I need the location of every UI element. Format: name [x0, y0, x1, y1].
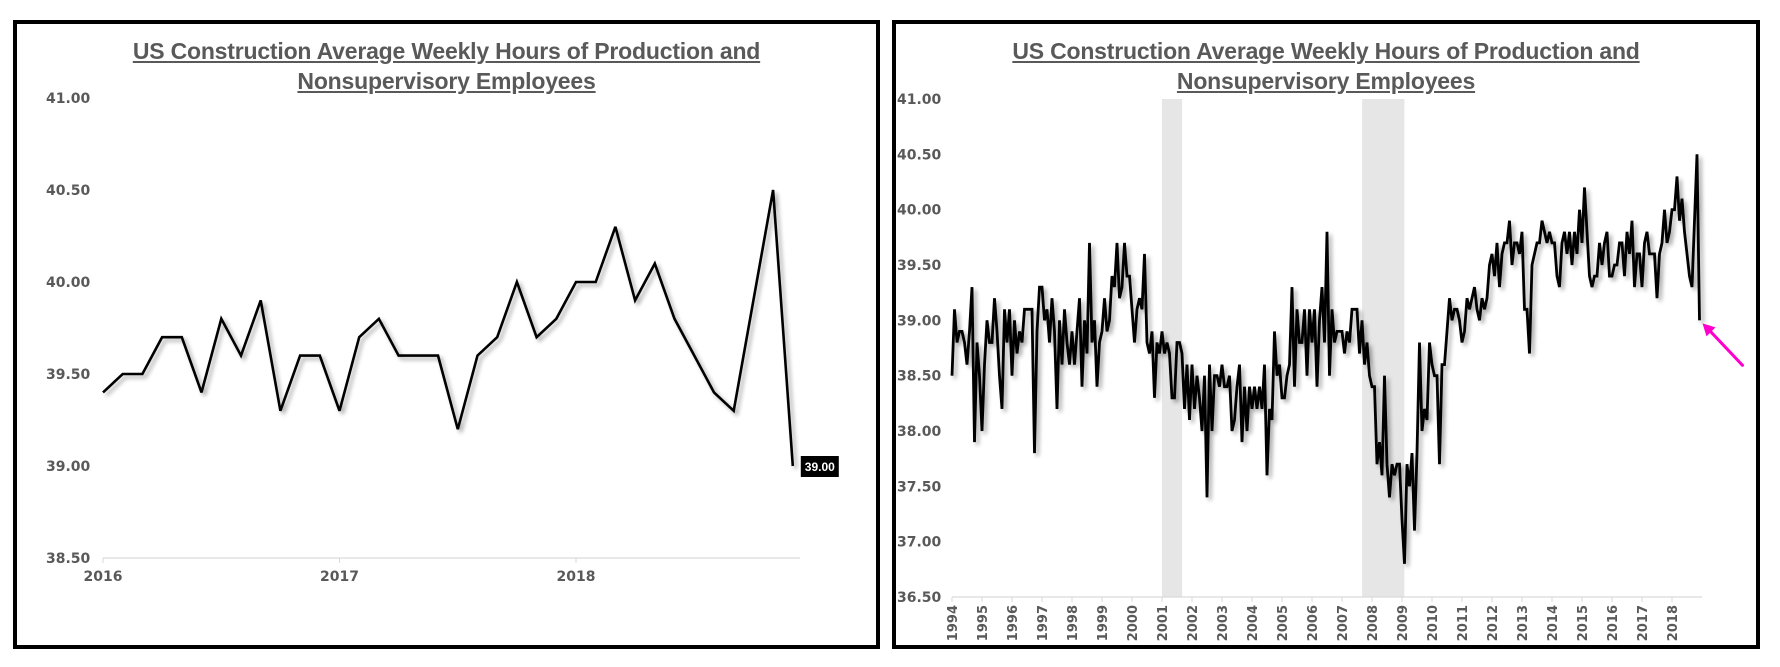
x-tick-label: 2006 [1306, 605, 1321, 641]
x-tick-label: 1997 [1036, 605, 1051, 641]
x-tick-label: 2005 [1276, 605, 1291, 641]
x-tick-label: 2010 [1426, 605, 1441, 641]
y-tick-label: 39.00 [897, 313, 942, 329]
x-tick-label: 2018 [1666, 605, 1681, 641]
x-tick-label: 2008 [1366, 605, 1381, 641]
x-tick-label: 2016 [84, 569, 123, 585]
right-chart-plot: 41.00 40.50 40.00 39.50 39.00 38.50 38.00 37.50… [897, 92, 1744, 641]
chart-title-line-1: US Construction Average Weekly Hours of … [132, 38, 761, 64]
x-tick-label: 2015 [1576, 605, 1591, 641]
x-tick-label: 2017 [320, 569, 359, 585]
x-tick-label: 2009 [1396, 605, 1411, 641]
y-tick-label: 40.00 [46, 275, 91, 291]
chart-title-line-2: Nonsupervisory Employees [297, 68, 596, 94]
x-tick-label: 2002 [1186, 605, 1201, 641]
y-tick-label: 38.50 [46, 551, 91, 567]
y-tick-label: 41.00 [897, 92, 942, 108]
x-tick-label: 2000 [1126, 605, 1141, 641]
x-tick-label: 1995 [976, 605, 991, 641]
x-tick-label: 2013 [1516, 605, 1531, 641]
x-tick-label: 2017 [1636, 605, 1651, 641]
left-chart-plot: 41.00 40.50 40.00 39.50 39.00 38.50 2016 2017 20… [46, 91, 839, 585]
y-tick-label: 40.50 [46, 183, 91, 199]
chart-title-line-2: Nonsupervisory Employees [1176, 68, 1476, 94]
y-tick-label: 39.00 [46, 459, 91, 475]
y-tick-label: 37.50 [897, 479, 942, 495]
x-tick-label: 2001 [1156, 605, 1171, 641]
y-tick-label: 36.50 [897, 590, 942, 606]
x-tick-label: 2018 [557, 569, 596, 585]
y-tick-label: 40.50 [897, 147, 942, 163]
x-tick-label: 2011 [1456, 605, 1471, 641]
series-line [950, 154, 1701, 564]
x-tick-label: 2003 [1216, 605, 1231, 641]
x-tick-label: 2004 [1246, 605, 1261, 641]
x-tick-label: 2014 [1546, 605, 1561, 641]
x-tick-label: 1996 [1006, 605, 1021, 641]
y-tick-label: 37.00 [897, 535, 942, 551]
chart-title-line-1: US Construction Average Weekly Hours of … [1012, 38, 1640, 64]
annotation-arrow-head [1702, 323, 1716, 337]
x-tick-label: 2012 [1486, 605, 1501, 641]
x-tick-label: 1994 [946, 605, 961, 641]
chart-title: US Construction Average Weekly Hours of … [17, 36, 876, 96]
last-value-badge [800, 456, 839, 477]
x-tick-label: 2016 [1606, 605, 1621, 641]
y-tick-label: 41.00 [46, 91, 91, 107]
y-tick-label: 38.00 [897, 424, 942, 440]
annotation-arrow-shaft [1706, 326, 1744, 367]
x-tick-label: 1998 [1066, 605, 1081, 641]
y-tick-label: 39.50 [897, 258, 942, 274]
last-value-label: 39.00 [805, 460, 835, 474]
recession-band-1 [1162, 99, 1183, 597]
y-tick-label: 38.50 [897, 369, 942, 385]
x-tick-label: 2007 [1336, 605, 1351, 641]
series-line [102, 189, 795, 467]
chart-panel-recent: US Construction Average Weekly Hours of … [13, 20, 880, 649]
y-tick-label: 40.00 [897, 203, 942, 219]
y-tick-label: 39.50 [46, 367, 91, 383]
recession-band-2 [1362, 99, 1405, 597]
x-tick-label: 1999 [1096, 605, 1111, 641]
chart-title: US Construction Average Weekly Hours of … [896, 36, 1756, 96]
